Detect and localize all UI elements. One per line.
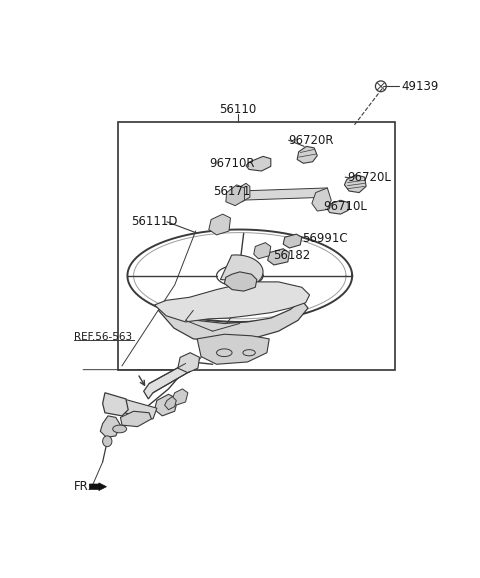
- Text: 96710L: 96710L: [324, 200, 367, 213]
- Text: 49139: 49139: [401, 80, 438, 93]
- Polygon shape: [120, 411, 152, 427]
- Polygon shape: [224, 272, 257, 291]
- Polygon shape: [297, 146, 317, 164]
- Polygon shape: [172, 389, 188, 405]
- Polygon shape: [89, 483, 107, 491]
- Polygon shape: [345, 175, 366, 192]
- Polygon shape: [312, 188, 331, 211]
- Polygon shape: [268, 249, 289, 265]
- Text: 56110: 56110: [220, 103, 257, 116]
- Polygon shape: [155, 394, 178, 416]
- Polygon shape: [178, 353, 200, 373]
- Polygon shape: [238, 188, 327, 200]
- Polygon shape: [103, 393, 128, 416]
- Polygon shape: [326, 200, 348, 214]
- Polygon shape: [237, 183, 250, 202]
- Ellipse shape: [113, 425, 127, 433]
- Polygon shape: [155, 282, 310, 322]
- Polygon shape: [197, 334, 269, 364]
- Polygon shape: [254, 243, 271, 259]
- Text: FR.: FR.: [74, 480, 92, 493]
- Polygon shape: [283, 234, 302, 248]
- Text: 96720L: 96720L: [347, 171, 391, 184]
- Text: 96720R: 96720R: [288, 134, 334, 147]
- Polygon shape: [246, 157, 271, 171]
- Ellipse shape: [103, 436, 112, 447]
- Polygon shape: [220, 255, 263, 289]
- Polygon shape: [226, 185, 244, 206]
- Text: 56171: 56171: [214, 184, 251, 198]
- Polygon shape: [158, 301, 308, 341]
- Text: 96710R: 96710R: [210, 157, 255, 170]
- Polygon shape: [209, 214, 230, 235]
- Text: 56111D: 56111D: [132, 216, 178, 228]
- Polygon shape: [100, 416, 120, 438]
- Text: REF.56-563: REF.56-563: [74, 332, 132, 342]
- Polygon shape: [144, 364, 190, 399]
- Text: 56182: 56182: [273, 249, 311, 262]
- Polygon shape: [165, 397, 176, 410]
- Bar: [118, 122, 395, 370]
- Text: 56991C: 56991C: [302, 232, 348, 245]
- Polygon shape: [120, 399, 157, 419]
